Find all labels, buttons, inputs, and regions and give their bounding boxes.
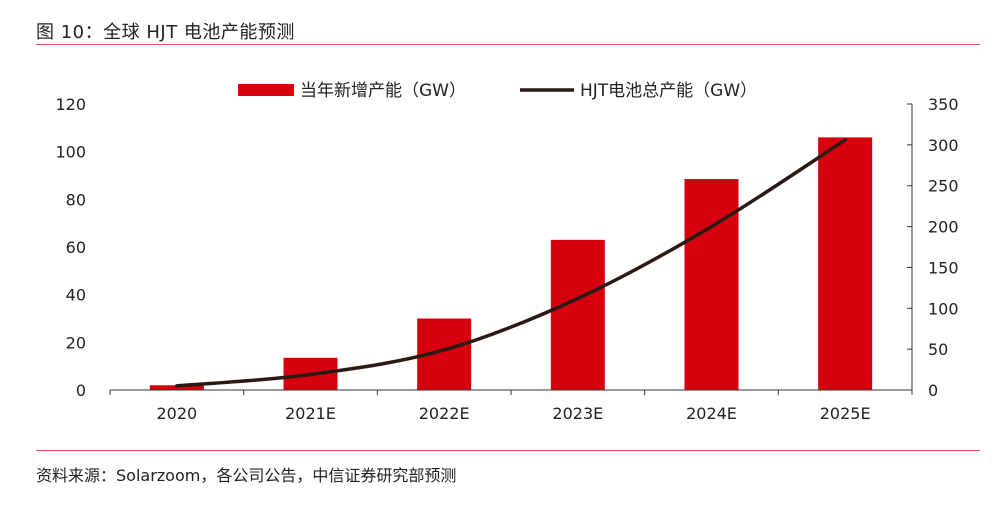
- source-note: 资料来源：Solarzoom，各公司公告，中信证券研究部预测: [36, 466, 457, 485]
- legend: 当年新增产能（GW） HJT电池总产能（GW）: [238, 81, 757, 101]
- y-right-tick-label: 150: [928, 258, 959, 277]
- bar-2024E: [684, 179, 739, 390]
- bar-series: [149, 137, 873, 390]
- y-left-tick-label: 0: [76, 381, 86, 400]
- line-total-capacity: [175, 138, 847, 388]
- y-right-tick-label: 300: [928, 136, 959, 155]
- y-right-tick-label: 100: [928, 299, 959, 318]
- chart: 当年新增产能（GW） HJT电池总产能（GW） 2020 2021E 2022E 202…: [55, 81, 958, 423]
- x-tick-label: 2023E: [552, 404, 603, 423]
- x-tick-label: 2022E: [419, 404, 470, 423]
- y-left-tick-label: 80: [66, 190, 86, 209]
- y-left-tick-label: 120: [55, 95, 86, 114]
- y-left-tick-label: 20: [66, 333, 86, 352]
- x-tick-label: 2020: [156, 404, 197, 423]
- y-left-tick-label: 40: [66, 286, 86, 305]
- y-left-tick-label: 60: [66, 238, 86, 257]
- x-tick-label: 2025E: [820, 404, 871, 423]
- x-tick-label: 2024E: [686, 404, 737, 423]
- bar-2025E: [818, 137, 873, 390]
- legend-bar-label: 当年新增产能（GW）: [300, 81, 466, 101]
- y-left-tick-label: 100: [55, 143, 86, 162]
- y-right-tick-label: 50: [928, 340, 948, 359]
- y-right-tick-label: 250: [928, 177, 959, 196]
- line-series: [175, 138, 847, 388]
- y-right-tick-label: 0: [928, 381, 938, 400]
- y-right-tick-label: 350: [928, 95, 959, 114]
- axes: 2020 2021E 2022E 2023E 2024E 2025E 0 20 40 60 80 10…: [55, 95, 958, 423]
- legend-bar-swatch: [238, 84, 294, 96]
- bar-2023E: [550, 239, 605, 390]
- legend-line-label: HJT电池总产能（GW）: [580, 81, 757, 101]
- y-right-tick-label: 200: [928, 218, 959, 237]
- bottom-rule: [36, 450, 980, 451]
- top-rule: [36, 44, 980, 45]
- figure-title: 图 10：全球 HJT 电池产能预测: [36, 22, 295, 43]
- x-tick-label: 2021E: [285, 404, 336, 423]
